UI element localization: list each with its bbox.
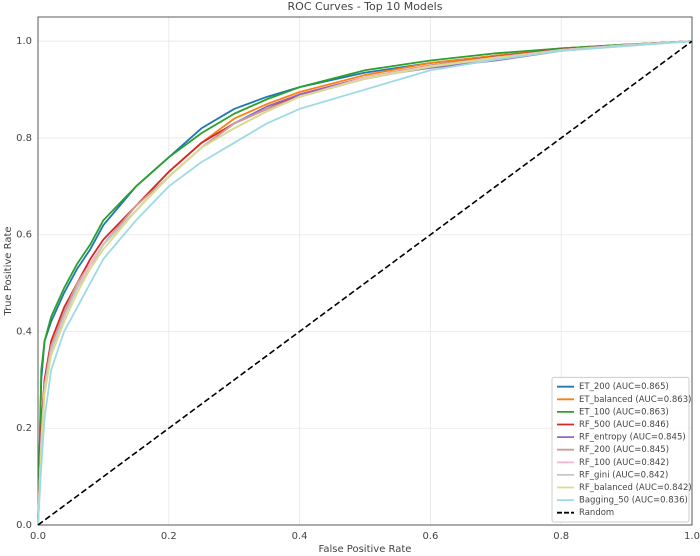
legend-label: RF_100 (AUC=0.842): [579, 458, 669, 468]
y-axis-label: True Positive Rate: [3, 226, 14, 316]
legend: ET_200 (AUC=0.865) ET_balanced (AUC=0.863…: [551, 376, 692, 523]
plot-frame: [37, 16, 693, 526]
roc-line: [37, 40, 693, 526]
legend-label: ET_balanced (AUC=0.863): [579, 395, 691, 405]
x-tick-label: 0.0: [30, 531, 46, 542]
x-tick-label: 0.6: [422, 531, 438, 542]
legend-label: RF_500 (AUC=0.846): [579, 420, 669, 430]
y-tick-label: 0.6: [16, 230, 32, 241]
x-tick-label: 0.2: [161, 531, 177, 542]
legend-label: ET_200 (AUC=0.865): [579, 382, 669, 392]
y-tick-label: 0.4: [16, 326, 32, 337]
x-tick-label: 0.4: [292, 531, 308, 542]
x-tick-label: 0.8: [553, 531, 569, 542]
legend-label: RF_200 (AUC=0.845): [579, 445, 669, 455]
y-tick-label: 0.8: [16, 133, 32, 144]
legend-label: RF_balanced (AUC=0.842): [579, 483, 692, 493]
legend-box: [551, 376, 690, 523]
roc-line: [37, 40, 693, 526]
legend-label: ET_100 (AUC=0.863): [579, 407, 669, 417]
y-tick-label: 0.2: [16, 423, 32, 434]
legend-label: Bagging_50 (AUC=0.836): [579, 496, 688, 506]
y-tick-label: 1.0: [16, 36, 32, 47]
y-tick-label: 0.0: [16, 520, 32, 531]
x-tick-label: 1.0: [684, 531, 700, 542]
legend-label: RF_entropy (AUC=0.845): [579, 433, 686, 443]
roc-line: [37, 40, 693, 526]
x-axis-label: False Positive Rate: [319, 544, 412, 555]
legend-label: RF_gini (AUC=0.842): [579, 470, 668, 480]
roc-line: [37, 40, 693, 526]
chart-title: ROC Curves - Top 10 Models: [288, 0, 443, 13]
legend-label: Random: [579, 508, 614, 518]
